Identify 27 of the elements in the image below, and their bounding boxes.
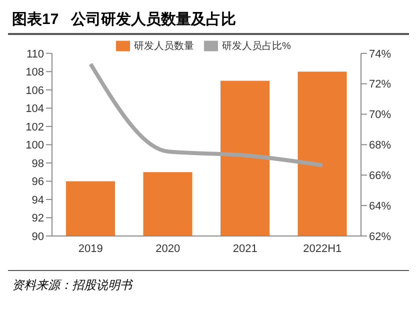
chart-title: 图表17 公司研发人员数量及占比 xyxy=(8,8,409,35)
x-tick-label: 2020 xyxy=(156,242,180,255)
y-tick-label: 102 xyxy=(26,121,44,134)
y2-tick-label: 68% xyxy=(369,140,392,152)
y-tick-label: 98 xyxy=(32,158,44,170)
x-tick-label: 2021 xyxy=(232,242,258,255)
y-tick-label: 108 xyxy=(26,66,44,79)
legend-label: 研发人员数量 xyxy=(134,41,194,52)
y2-tick-label: 70% xyxy=(369,109,392,122)
y-tick-label: 100 xyxy=(26,140,44,152)
y2-tick-label: 74% xyxy=(369,48,392,60)
y2-tick-label: 64% xyxy=(369,200,392,212)
legend-label: 研发人员占比% xyxy=(222,41,291,52)
x-tick-label: 2019 xyxy=(78,242,103,255)
y2-tick-label: 62% xyxy=(369,230,392,243)
y2-tick-label: 72% xyxy=(369,78,392,91)
y-tick-label: 96 xyxy=(32,176,44,188)
x-tick-label: 2022H1 xyxy=(303,242,342,255)
y2-tick-label: 66% xyxy=(369,170,392,182)
line-series xyxy=(88,62,324,168)
y-tick-label: 110 xyxy=(26,48,44,60)
text: 资料来源：招股说明书 xyxy=(8,270,409,294)
y-tick-label: 90 xyxy=(32,230,44,243)
y-tick-label: 94 xyxy=(32,194,44,206)
y-tick-label: 104 xyxy=(26,103,44,116)
y-tick-label: 92 xyxy=(32,212,44,225)
y-tick-label: 106 xyxy=(26,84,44,97)
